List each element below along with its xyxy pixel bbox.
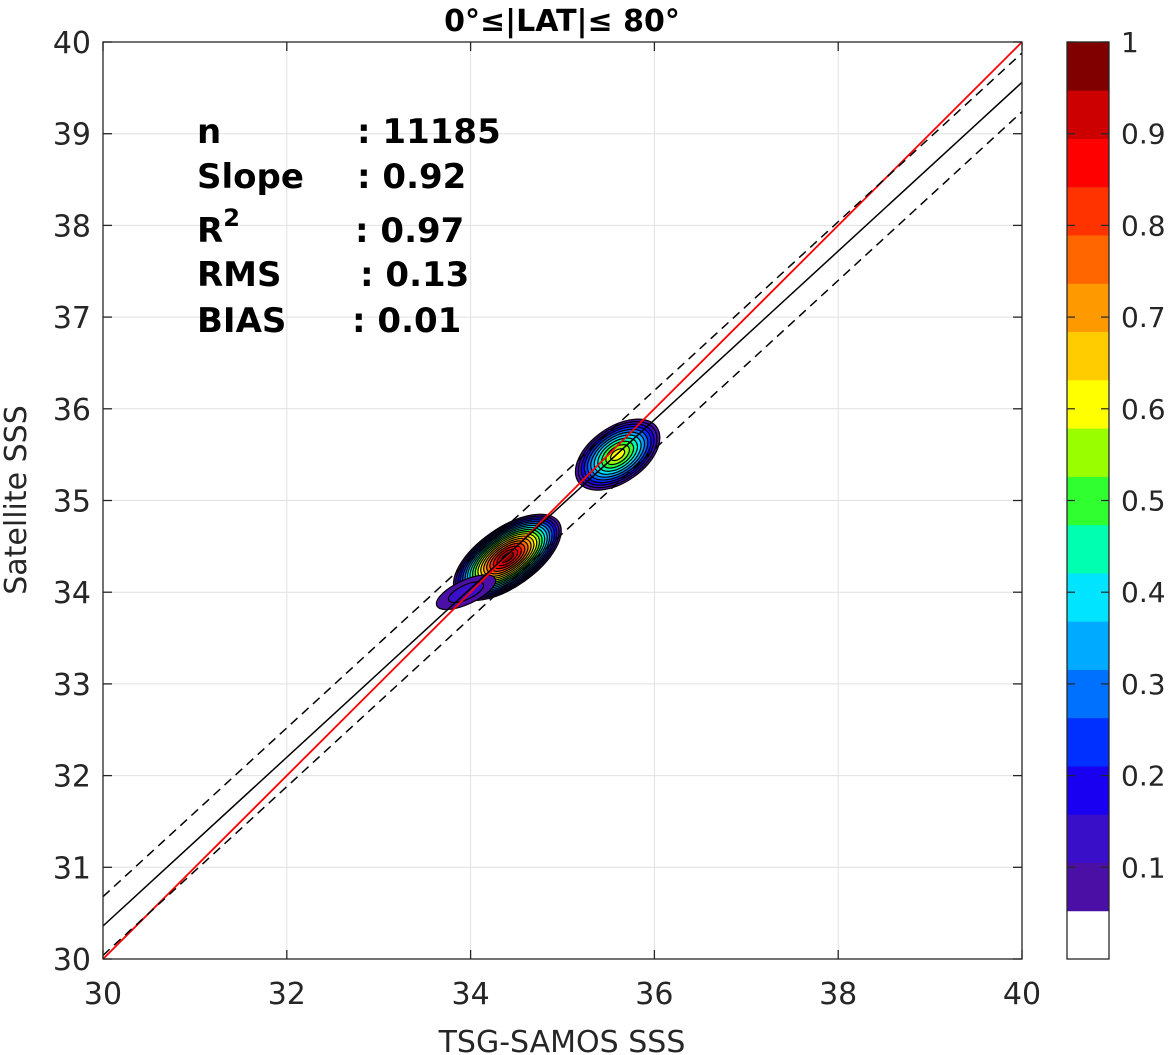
- colorbar-segment: [1067, 765, 1109, 815]
- stat-value: : 0.97: [355, 211, 464, 251]
- colorbar-tick-label: 0.5: [1121, 485, 1166, 518]
- stat-label-superscript: 2: [223, 204, 240, 232]
- grid: [103, 42, 1022, 959]
- colorbar-segment: [1067, 524, 1109, 574]
- colorbar-segment: [1067, 428, 1109, 477]
- colorbar-tick-label: 0.9: [1121, 118, 1166, 151]
- y-tick-label: 35: [53, 485, 91, 520]
- y-tick-label: 36: [53, 393, 91, 428]
- colorbar-segment: [1067, 283, 1109, 333]
- colorbar-tick-label: 0.1: [1121, 851, 1166, 884]
- colorbar-segment: [1067, 138, 1109, 188]
- y-tick-label: 30: [53, 943, 91, 978]
- colorbar-tick-label: 0.4: [1121, 576, 1166, 609]
- y-tick-label: 32: [53, 760, 91, 795]
- lower-bound-line: [103, 111, 1022, 956]
- colorbar-segment: [1067, 862, 1109, 912]
- stat-label: BIAS: [197, 301, 286, 341]
- stat-label: Slope: [197, 157, 304, 197]
- colorbar-segment: [1067, 186, 1109, 236]
- stat-value: : 0.92: [357, 157, 466, 197]
- colorbar-tick-label: 0.2: [1121, 760, 1166, 793]
- x-tick-label: 34: [452, 977, 490, 1012]
- y-tick-label: 38: [53, 209, 91, 244]
- colorbar-tick-label: 0.3: [1121, 668, 1166, 701]
- colorbar-segment: [1067, 572, 1109, 622]
- x-tick-label: 36: [635, 977, 673, 1012]
- stat-value: : 0.13: [360, 255, 469, 295]
- x-tick-label: 38: [819, 977, 857, 1012]
- y-tick-label: 31: [53, 851, 91, 886]
- colorbar-segment: [1067, 814, 1109, 863]
- colorbar-segment: [1067, 235, 1109, 284]
- colorbar: 0.1 0.2 0.3 0.4 0.5 0.6 0.7 0.8 0.9 1: [1066, 26, 1166, 960]
- y-tick-label: 34: [53, 576, 91, 611]
- y-tick-label: 37: [53, 301, 91, 336]
- colorbar-tick-label: 0.7: [1121, 301, 1166, 334]
- upper-bound-line: [103, 52, 1022, 898]
- stat-value: : 0.01: [352, 301, 461, 341]
- plot-title: 0°≤|LAT|≤ 80°: [444, 4, 680, 39]
- stat-label: RMS: [197, 255, 282, 295]
- x-axis-title: TSG-SAMOS SSS: [438, 1025, 686, 1055]
- x-tick-label: 40: [1003, 977, 1041, 1012]
- colorbar-tick-label: 1: [1121, 26, 1139, 59]
- colorbar-segment: [1067, 669, 1109, 719]
- stat-value: : 11185: [357, 112, 501, 152]
- colorbar-segment: [1067, 90, 1109, 140]
- colorbar-segment: [1067, 379, 1109, 429]
- one-to-one-line: [103, 42, 1022, 959]
- colorbar-segment: [1067, 621, 1109, 670]
- colorbar-segment: [1067, 717, 1109, 767]
- colorbar-segment: [1067, 331, 1109, 381]
- y-axis-title: Satellite SSS: [0, 405, 34, 595]
- y-tick-label: 33: [53, 668, 91, 703]
- regression-line: [103, 81, 1022, 927]
- axis-ticks: 30 32 34 36 38 40 30 31 32 33 34 35 36 37 38 39 40: [53, 26, 1041, 1012]
- stat-label: n: [197, 112, 221, 152]
- colorbar-segment: [1067, 910, 1109, 960]
- y-tick-label: 39: [53, 118, 91, 153]
- colorbar-tick-label: 0.8: [1121, 209, 1166, 242]
- y-tick-label: 40: [53, 26, 91, 61]
- colorbar-segment: [1067, 42, 1109, 91]
- fit-lines: [103, 42, 1022, 959]
- colorbar-tick-label: 0.6: [1121, 393, 1166, 426]
- x-tick-label: 30: [84, 977, 122, 1012]
- x-tick-label: 32: [268, 977, 306, 1012]
